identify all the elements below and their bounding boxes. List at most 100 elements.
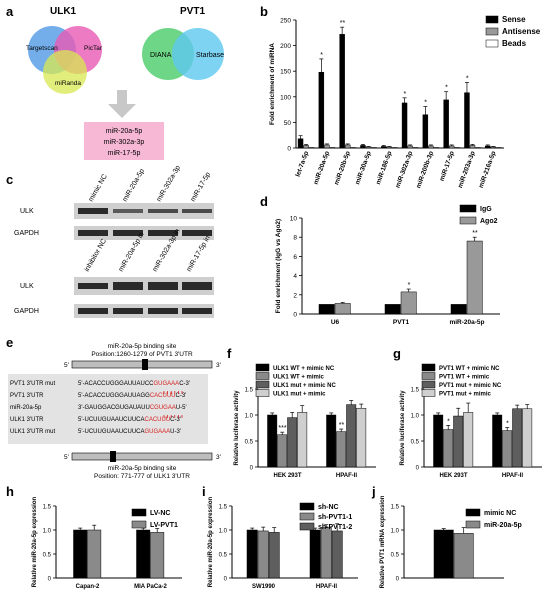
bar — [303, 145, 309, 149]
y-tick-label: 0 — [287, 146, 291, 153]
y-tick-label: 0 — [396, 577, 400, 583]
legend-label: PVT1 WT + mimic NC — [439, 366, 500, 372]
end-5-bottom: 5' — [64, 454, 69, 461]
down-arrow-icon — [108, 90, 136, 118]
panel-letter-c: c — [6, 172, 13, 187]
x-tick-label: miR-17-5p — [439, 150, 456, 182]
x-tick-label: HPAF-II — [316, 584, 338, 590]
end-5-top: 5' — [64, 362, 69, 369]
legend-label: Beads — [502, 39, 527, 48]
significance-mark: ** — [340, 20, 346, 27]
row-label-gapdh-top: GAPDH — [14, 230, 39, 237]
bar — [331, 530, 343, 579]
y-tick-label: 0.5 — [245, 440, 254, 446]
y-tick-label: 1.5 — [219, 505, 228, 511]
lane-label: miR-17-5p — [190, 171, 212, 203]
y-tick-label: 1.0 — [245, 414, 254, 420]
seed-highlight: CACUUU — [150, 393, 176, 399]
x-tick-label: miR-200b-3p — [415, 150, 435, 189]
band — [113, 282, 143, 290]
y-axis-label: Relative miR-20a-5p expression — [32, 496, 38, 587]
lane-label: mimic NC — [88, 173, 109, 203]
bar — [339, 34, 345, 149]
top-lane-labels: mimic NC miR-20a-5p miR-302a-3p miR-17-5… — [88, 164, 212, 203]
venn-starbase — [172, 28, 224, 80]
ulk1-title: ULK1 — [50, 6, 77, 17]
band — [182, 209, 212, 213]
x-tick-label: HEK 293T — [439, 473, 467, 479]
bar — [450, 304, 467, 315]
legend-label: sh-NC — [318, 504, 339, 511]
significance-mark: * — [447, 418, 450, 425]
legend-swatch — [485, 27, 499, 36]
x-tick-label: miR-20b-5p — [333, 150, 352, 186]
legend-swatch — [255, 372, 270, 380]
bar — [522, 408, 533, 468]
ulk1-utr-bar — [71, 452, 213, 461]
bar — [287, 417, 298, 468]
bar — [329, 147, 336, 149]
lane-label: miR-17-5p in — [186, 235, 212, 273]
legend-label: miR-20a-5p — [484, 522, 522, 529]
x-tick-label: HPAF-II — [336, 473, 358, 479]
bar — [267, 414, 278, 468]
legend-label: sh-PVT1-2 — [318, 524, 352, 531]
bar — [392, 147, 398, 149]
bar — [407, 145, 413, 149]
bar — [318, 71, 325, 149]
band — [148, 209, 178, 213]
lane-label: inhibitor NC — [84, 238, 108, 273]
blot-gapdh-bottom — [74, 304, 214, 318]
legend-swatch — [255, 380, 270, 389]
bar — [412, 147, 419, 149]
bar — [463, 412, 474, 468]
blot-gapdh-top — [74, 226, 214, 240]
bar — [443, 99, 449, 149]
bar — [453, 533, 474, 579]
bar — [344, 144, 351, 149]
bar — [360, 145, 366, 149]
x-tick-label: MIA PaCa-2 — [134, 584, 167, 590]
chart-b: 0 50 100 150 200 250 Fold enrichment of miRNA l… — [269, 15, 541, 189]
lane-label: miR-302a-3p — [156, 164, 182, 203]
bar — [136, 529, 151, 579]
sequence-text: 5'-UCUUGUAAUCUUCAGUGAAAU-3' — [78, 429, 181, 435]
legend-label: ULK1 mut + mimic NC — [273, 383, 337, 389]
legend-swatch — [131, 508, 147, 517]
bar — [490, 146, 497, 149]
y-tick-label: 1.0 — [411, 414, 420, 420]
pvt1-title: PVT1 — [180, 6, 205, 17]
y-axis-label: Relative PVT1 mRNA expression — [380, 495, 386, 588]
bar — [336, 431, 347, 468]
bar — [350, 147, 356, 149]
band — [148, 282, 178, 290]
legend-label: ULK1 mut + mimic — [273, 392, 326, 398]
end-3-top: 3' — [216, 362, 221, 369]
x-tick-label: PVT1 — [393, 319, 410, 326]
legend: PVT1 WT + mimic NC PVT1 WT + mimic PVT1 mu… — [421, 363, 502, 398]
panel-e: e miR-20a-5p binding site Position:1260-… — [6, 335, 221, 480]
legend-label: LV-PVT1 — [150, 522, 178, 529]
panel-letter-g: g — [393, 346, 401, 361]
band — [182, 282, 212, 290]
x-tick-label: U6 — [331, 319, 340, 326]
legend-label: PVT1 mut + mimic — [439, 392, 492, 398]
panel-letter-f: f — [227, 346, 232, 361]
bar — [87, 529, 102, 579]
sequence-label: PVT1 3'UTR — [10, 393, 44, 399]
seed-highlight: CGUGAA — [150, 405, 176, 411]
chart-j: 0 0.5 1.0 1.5 Relative PVT1 mRNA expression m… — [380, 495, 522, 588]
row-label-ulk-top: ULK — [20, 208, 34, 215]
legend-swatch — [421, 363, 436, 372]
chart-d: 0 2 4 6 8 10 Fold enrichment (IgG vs Ago2) U6 * P… — [275, 204, 500, 326]
y-tick-label: 6 — [293, 254, 297, 261]
panel-letter-j: j — [371, 484, 376, 499]
bar — [150, 532, 165, 579]
y-tick-label: 50 — [284, 120, 292, 127]
legend-swatch — [485, 39, 499, 48]
x-tick-label: miR-203a-3p — [457, 150, 477, 189]
bar — [381, 146, 387, 149]
legend-swatch — [131, 520, 147, 529]
pair-lines-bottom — [163, 415, 183, 418]
legend: IgG Ago2 — [459, 204, 498, 225]
